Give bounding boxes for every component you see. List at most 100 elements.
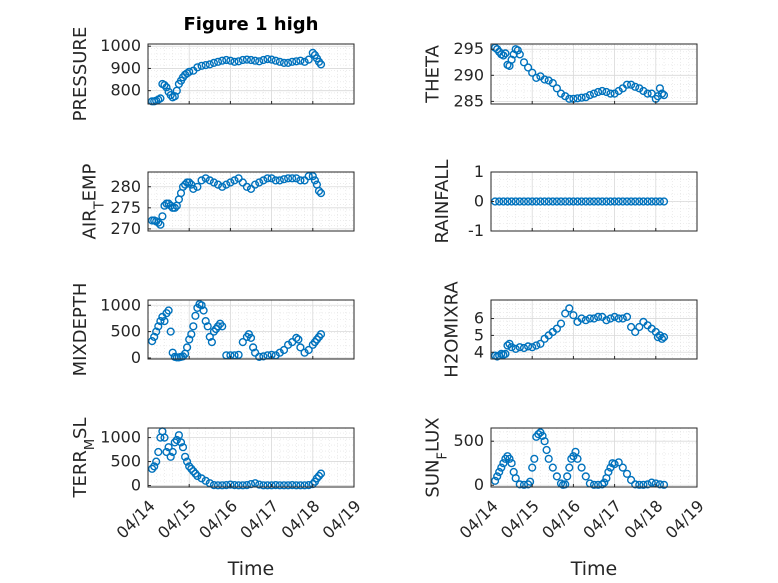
data-point	[255, 480, 264, 489]
y-tick-label: 1000	[100, 295, 141, 314]
data-point	[497, 463, 506, 472]
data-point	[275, 57, 284, 66]
data-point	[246, 55, 256, 65]
x-tick-label: 04/17	[579, 496, 625, 542]
data-point	[495, 467, 504, 477]
data-point	[655, 84, 665, 93]
data-point	[626, 197, 636, 206]
data-point	[156, 317, 165, 326]
data-point	[573, 94, 582, 103]
x-tick-label: 04/16	[195, 496, 241, 542]
data-point	[263, 174, 272, 183]
data-point	[499, 197, 508, 206]
data-point	[626, 475, 636, 485]
data-point	[263, 481, 272, 490]
y-axis-label: TERRMSL	[70, 417, 98, 498]
data-point	[622, 197, 632, 206]
data-point	[207, 338, 217, 347]
panel-mixdepth: 0 500 1000 MIXDEPTH	[70, 283, 355, 376]
data-point	[292, 174, 301, 183]
data-point	[249, 343, 258, 352]
data-point	[659, 197, 669, 206]
data-point	[639, 197, 648, 206]
data-point	[593, 197, 603, 206]
data-point	[606, 314, 615, 323]
data-point	[209, 58, 219, 68]
data-point	[230, 176, 239, 185]
data-point	[187, 464, 196, 473]
data-point	[218, 322, 227, 331]
x-tick-label: 04/15	[497, 496, 543, 542]
data-point	[222, 481, 231, 490]
data-point	[503, 341, 512, 350]
data-point	[222, 180, 231, 189]
data-point	[552, 197, 562, 206]
data-point	[530, 454, 539, 463]
data-point	[565, 463, 574, 472]
data-point	[519, 343, 529, 353]
data-point	[657, 334, 667, 343]
axes-box	[490, 427, 698, 488]
data-point	[569, 311, 578, 320]
data-point	[183, 457, 192, 466]
data-point	[548, 78, 557, 88]
data-point	[242, 55, 252, 64]
data-point	[614, 197, 623, 206]
data-point	[234, 481, 243, 490]
data-point	[499, 459, 508, 468]
data-point	[544, 197, 553, 206]
data-point	[166, 327, 175, 336]
data-point	[230, 481, 239, 490]
data-point	[193, 471, 202, 481]
data-point	[569, 452, 578, 461]
data-point	[528, 68, 537, 77]
data-point	[213, 180, 223, 189]
y-tick-label: 1	[474, 162, 484, 181]
data-point	[304, 481, 313, 490]
plot-area	[491, 428, 697, 487]
data-point	[166, 90, 175, 100]
data-point	[552, 472, 562, 481]
y-tick-label: 500	[453, 431, 484, 450]
data-point	[577, 314, 586, 323]
data-point	[148, 464, 157, 473]
data-point	[561, 480, 570, 489]
data-point	[296, 56, 305, 65]
data-point	[589, 89, 599, 98]
data-point	[189, 322, 198, 331]
data-point	[631, 82, 640, 91]
data-point	[515, 50, 524, 59]
data-point	[174, 431, 184, 440]
data-point	[523, 63, 533, 72]
data-point	[643, 197, 652, 206]
data-point	[148, 337, 157, 346]
data-point	[218, 56, 227, 65]
data-point	[507, 343, 516, 352]
data-point	[511, 474, 520, 483]
data-point	[528, 463, 537, 472]
data-point	[635, 480, 644, 489]
y-tick-label: 6	[474, 309, 484, 328]
y-axis-label: THETA	[423, 44, 444, 104]
data-point	[610, 89, 619, 98]
data-point	[178, 182, 188, 191]
data-point	[150, 332, 159, 342]
data-point	[160, 80, 169, 90]
data-point	[569, 197, 578, 206]
data-point	[234, 174, 243, 183]
data-point	[238, 178, 247, 187]
data-point	[631, 327, 640, 337]
data-point	[589, 197, 599, 206]
data-point	[544, 76, 553, 85]
data-point	[585, 314, 595, 323]
data-point	[187, 330, 196, 339]
axes-box	[147, 299, 355, 360]
data-point	[304, 345, 313, 355]
data-point	[552, 324, 562, 333]
axes-box	[490, 299, 698, 360]
y-tick-label: 5	[474, 325, 484, 344]
data-point	[201, 60, 210, 70]
data-point	[610, 312, 619, 322]
